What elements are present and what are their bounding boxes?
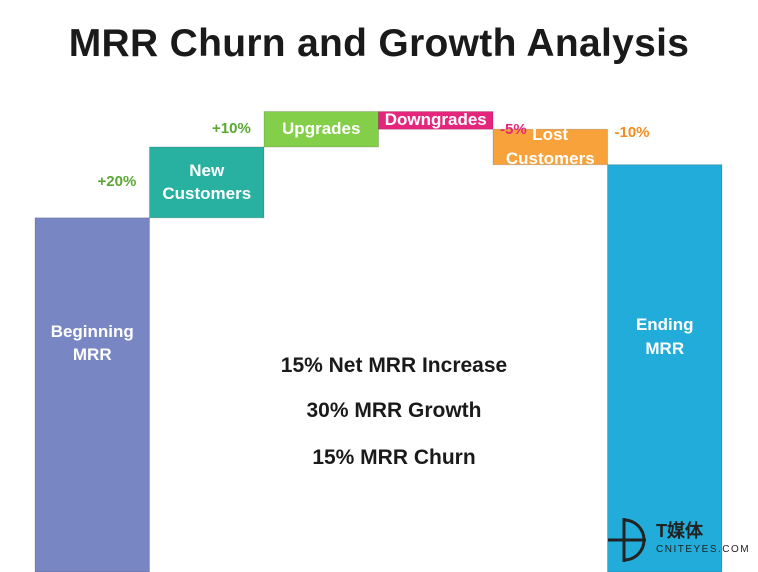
bar-label-lost-customers: Lost Customers: [505, 125, 595, 168]
annotation-growth: 30% MRR Growth: [306, 399, 482, 422]
bar-beginning-mrr: [34, 217, 150, 572]
logo-text-en: CNITEYES.COM: [656, 544, 751, 555]
bar-downgrades: [378, 111, 494, 130]
pct-label-lost-customers: -10%: [614, 123, 650, 141]
annotation-net-increase: 15% Net MRR Increase: [280, 354, 508, 377]
pct-label-downgrades: -5%: [500, 120, 527, 138]
logo-text-cn: T媒体: [656, 521, 703, 541]
bar-label-upgrades: Upgrades: [282, 119, 361, 139]
pct-label-upgrades: +10%: [212, 120, 251, 138]
watermark-logo: T媒体 CNITEYES.COM: [606, 514, 756, 566]
bar-lost-customers: [492, 128, 608, 166]
annotation-churn: 15% MRR Churn: [312, 446, 476, 469]
bar-label-ending-mrr: Ending MRR: [635, 315, 694, 359]
chart-title: MRR Churn and Growth Analysis: [68, 22, 690, 65]
bar-label-new-customers: New Customers: [162, 160, 252, 204]
bar-upgrades: [263, 111, 379, 148]
bar-new-customers: [149, 146, 265, 219]
pct-label-new-customers: +20%: [97, 173, 137, 191]
bar-ending-mrr: [607, 164, 723, 572]
bar-label-beginning-mrr: Beginning MRR: [50, 321, 134, 365]
cniteyes-logo-icon: [608, 518, 646, 562]
bar-label-downgrades: Downgrades: [384, 110, 487, 130]
